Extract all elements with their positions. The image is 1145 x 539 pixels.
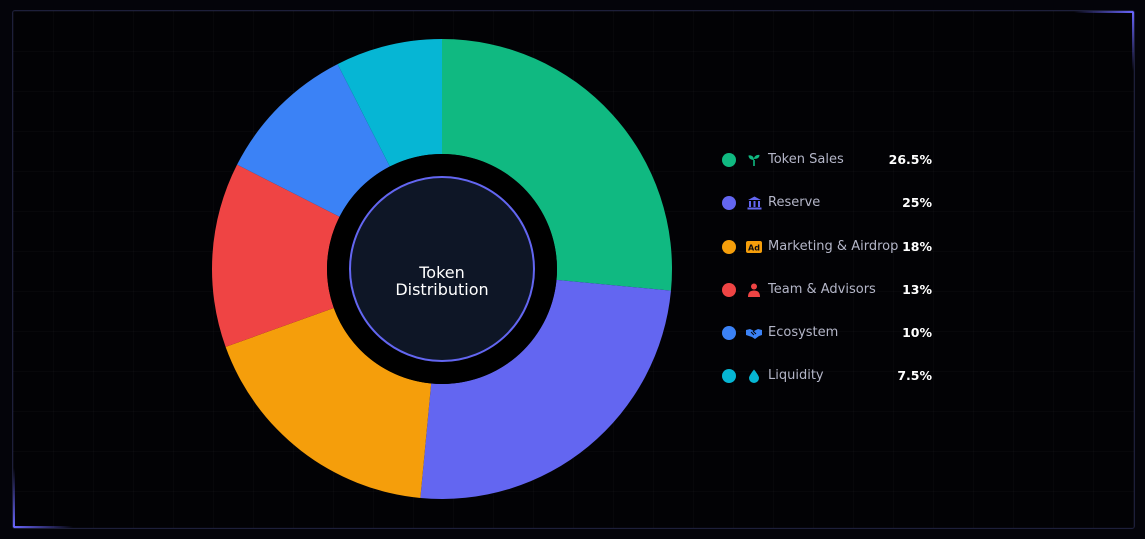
sprout-icon [746, 152, 762, 168]
chart-center-label: Token Distribution [352, 264, 532, 298]
legend-value: 25% [902, 195, 932, 211]
legend-color-dot [722, 196, 736, 211]
chart-legend: Token Sales 26.5% Reserve 25% Ad Marketing & … [722, 150, 932, 410]
corner-accent [1074, 11, 1134, 13]
person-icon [746, 282, 762, 298]
legend-color-dot [722, 282, 736, 297]
legend-label: Liquidity [768, 368, 824, 384]
pie-slice-ecosystem[interactable] [237, 64, 390, 217]
pie-slice-marketing-airdrop[interactable] [225, 307, 432, 498]
pie-slice-liquidity[interactable] [337, 39, 442, 167]
pie-slice-token-sales[interactable] [442, 39, 672, 291]
legend-label: Ecosystem [768, 325, 839, 341]
legend-item-token-sales[interactable]: Token Sales 26.5% [722, 150, 932, 193]
svg-text:Ad: Ad [748, 243, 760, 252]
pie-slice-team-advisors[interactable] [212, 164, 340, 347]
center-label-line1: Token [419, 263, 465, 282]
legend-color-dot [722, 239, 736, 254]
legend-color-dot [722, 326, 736, 341]
legend-label: Reserve [768, 195, 821, 211]
legend-item-ecosystem[interactable]: Ecosystem 10% [722, 323, 932, 366]
bank-icon [746, 195, 762, 211]
legend-item-marketing-airdrop[interactable]: Ad Marketing & Airdrop 18% [722, 237, 932, 280]
ad-icon: Ad [746, 239, 762, 255]
legend-label: Marketing & Airdrop [768, 238, 899, 254]
legend-item-reserve[interactable]: Reserve 25% [722, 193, 932, 236]
legend-value: 13% [902, 281, 932, 297]
handshake-icon [746, 325, 762, 341]
corner-accent [13, 526, 73, 528]
center-label-line2: Distribution [395, 280, 489, 299]
corner-accent [1132, 11, 1134, 71]
legend-item-liquidity[interactable]: Liquidity 7.5% [722, 366, 932, 409]
donut-center [349, 176, 535, 362]
legend-value: 18% [902, 238, 932, 254]
corner-accent [13, 468, 15, 528]
legend-label: Team & Advisors [768, 281, 876, 297]
legend-value: 10% [902, 325, 932, 341]
legend-color-dot [722, 369, 736, 384]
legend-value: 7.5% [897, 368, 932, 384]
legend-value: 26.5% [888, 152, 932, 167]
droplet-icon [746, 368, 762, 384]
legend-item-team-advisors[interactable]: Team & Advisors 13% [722, 280, 932, 323]
legend-label: Token Sales [768, 152, 844, 167]
pie-slice-reserve[interactable] [420, 279, 671, 499]
legend-color-dot [722, 153, 736, 167]
